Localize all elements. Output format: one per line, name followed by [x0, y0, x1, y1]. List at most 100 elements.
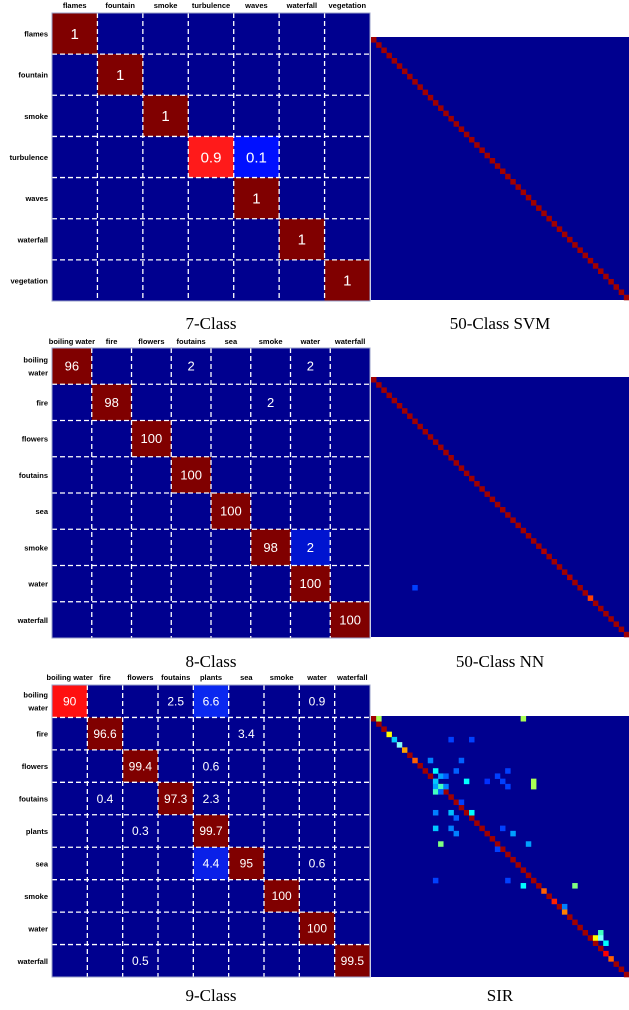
- heatmap-diagonal-cell: [556, 226, 563, 232]
- heatmap-diagonal-cell: [443, 789, 449, 795]
- column-label: sea: [225, 337, 238, 346]
- heatmap-off-diagonal-cell: [598, 935, 604, 941]
- column-label: foutains: [177, 337, 206, 346]
- row-label: vegetation: [10, 276, 48, 285]
- heatmap-diagonal-cell: [474, 142, 480, 148]
- heatmap-diagonal-cell: [510, 517, 516, 523]
- cell-value-label: 98: [104, 395, 118, 410]
- heatmap-off-diagonal-cell: [438, 841, 444, 847]
- cell-value-label: 100: [307, 922, 327, 936]
- cell-value-label: 99.4: [129, 759, 153, 773]
- cell-value-label: 1: [252, 190, 260, 207]
- cell-value-label: 100: [141, 431, 163, 446]
- cell-value-label: 96.6: [93, 727, 117, 741]
- heatmap-off-diagonal-cell: [494, 773, 501, 779]
- heatmap-diagonal-cell: [396, 63, 403, 69]
- heatmap-diagonal-cell: [484, 491, 490, 497]
- caption-9-class: 9-Class: [185, 986, 237, 1005]
- heatmap-diagonal-cell: [546, 893, 552, 899]
- heatmap-diagonal-cell: [505, 173, 511, 180]
- heatmap-diagonal-cell: [623, 294, 629, 301]
- heatmap-diagonal-cell: [469, 136, 475, 143]
- cell-value-label: 100: [180, 467, 202, 482]
- heatmap-off-diagonal-cell: [494, 846, 501, 853]
- heatmap-diagonal-cell: [494, 841, 501, 847]
- matrix-9-class: 90 2.5 6.6 0.9 96.6 3.4 99.4 0.6 0.4 97.3 2.3 0.3 99…: [17, 673, 371, 978]
- row-label: waterfall: [17, 235, 48, 244]
- heatmap-diagonal-cell: [494, 163, 501, 169]
- column-label: boiling water: [47, 673, 93, 682]
- heatmap-diagonal-cell: [469, 475, 475, 482]
- cell-value-label: 0.5: [132, 954, 149, 968]
- row-label: turbulence: [10, 153, 48, 162]
- heatmap-diagonal-cell: [598, 945, 604, 952]
- cell-value-label: 1: [298, 232, 306, 249]
- matrix-8-class: 96 2 2 98 2 100 100 100 98 2 100 100 boiling water fi…: [17, 337, 371, 639]
- heatmap-off-diagonal-cell: [500, 825, 506, 832]
- heatmap-diagonal-cell: [371, 377, 377, 383]
- heatmap-diagonal-cell: [381, 726, 387, 732]
- heatmap-diagonal-cell: [505, 851, 511, 858]
- row-label: fire: [36, 398, 48, 407]
- heatmap-diagonal-cell: [479, 486, 485, 492]
- column-label: water: [300, 337, 321, 346]
- heatmap-diagonal-cell: [422, 429, 429, 435]
- heatmap-diagonal-cell: [427, 773, 434, 779]
- caption-50-class-svm: 50-Class SVM: [449, 314, 551, 333]
- heatmap-diagonal-cell: [561, 569, 568, 575]
- cell-value-label: 0.9: [201, 149, 222, 166]
- heatmap-diagonal-cell: [618, 289, 625, 296]
- heatmap-diagonal-cell: [582, 590, 589, 596]
- heatmap-diagonal-cell: [407, 413, 413, 419]
- heatmap-diagonal-cell: [608, 956, 614, 962]
- heatmap-diagonal-cell: [510, 856, 516, 863]
- heatmap-diagonal-cell: [386, 52, 392, 59]
- heatmap-off-diagonal-cell: [427, 757, 434, 764]
- column-label: flowers: [127, 673, 153, 682]
- column-label: turbulence: [192, 1, 230, 10]
- cell-value-label: 100: [272, 889, 292, 903]
- heatmap-off-diagonal-cell: [484, 778, 490, 785]
- heatmap-diagonal-cell: [541, 548, 547, 555]
- heatmap-diagonal-cell: [592, 940, 599, 946]
- cell-value-label: 99.5: [341, 954, 365, 968]
- heatmap-diagonal-cell: [577, 924, 583, 931]
- column-label: smoke: [154, 1, 178, 10]
- matrix-cell: [264, 879, 300, 913]
- heatmap-diagonal-cell: [525, 872, 532, 879]
- heatmap-diagonal-cell: [443, 110, 449, 117]
- cell-value-label: 2: [188, 359, 195, 374]
- heatmap-diagonal-cell: [479, 825, 485, 832]
- row-label: fountain: [18, 71, 48, 80]
- heatmap-off-diagonal-cell: [598, 930, 604, 936]
- column-label: water: [306, 673, 327, 682]
- heatmap-diagonal-cell: [608, 616, 614, 622]
- row-label: waterfall: [17, 957, 48, 966]
- heatmap-diagonal-cell: [561, 231, 568, 238]
- heatmap-diagonal-cell: [463, 470, 470, 477]
- heatmap-diagonal-cell: [438, 105, 444, 111]
- cell-value-label: 1: [161, 108, 169, 125]
- heatmap-diagonal-cell: [422, 89, 429, 96]
- cell-value-label: 90: [63, 694, 77, 708]
- heatmap-diagonal-cell: [530, 877, 537, 884]
- heatmap-diagonal-cell: [376, 382, 382, 388]
- heatmap-off-diagonal-cell: [530, 778, 537, 785]
- matrix-cell: [87, 717, 123, 750]
- row-label: foutains: [19, 471, 48, 480]
- matrix-cell: [91, 384, 132, 421]
- heatmap-diagonal-cell: [479, 147, 485, 154]
- cell-value-label: 0.4: [97, 792, 114, 806]
- heatmap-off-diagonal-cell: [438, 773, 444, 779]
- cell-value-label: 0.9: [309, 694, 326, 708]
- matrix-cell: [52, 348, 92, 385]
- matrix-cell: [158, 782, 194, 815]
- heatmap-diagonal-cell: [556, 564, 563, 570]
- heatmap-diagonal-cell: [613, 961, 619, 967]
- heatmap-diagonal-cell: [474, 481, 480, 487]
- heatmap-diagonal-cell: [536, 543, 542, 549]
- heatmap-off-diagonal-cell: [530, 783, 537, 790]
- heatmap-diagonal-cell: [432, 100, 439, 106]
- matrix-cell: [131, 420, 172, 457]
- heatmap-diagonal-cell: [603, 611, 609, 617]
